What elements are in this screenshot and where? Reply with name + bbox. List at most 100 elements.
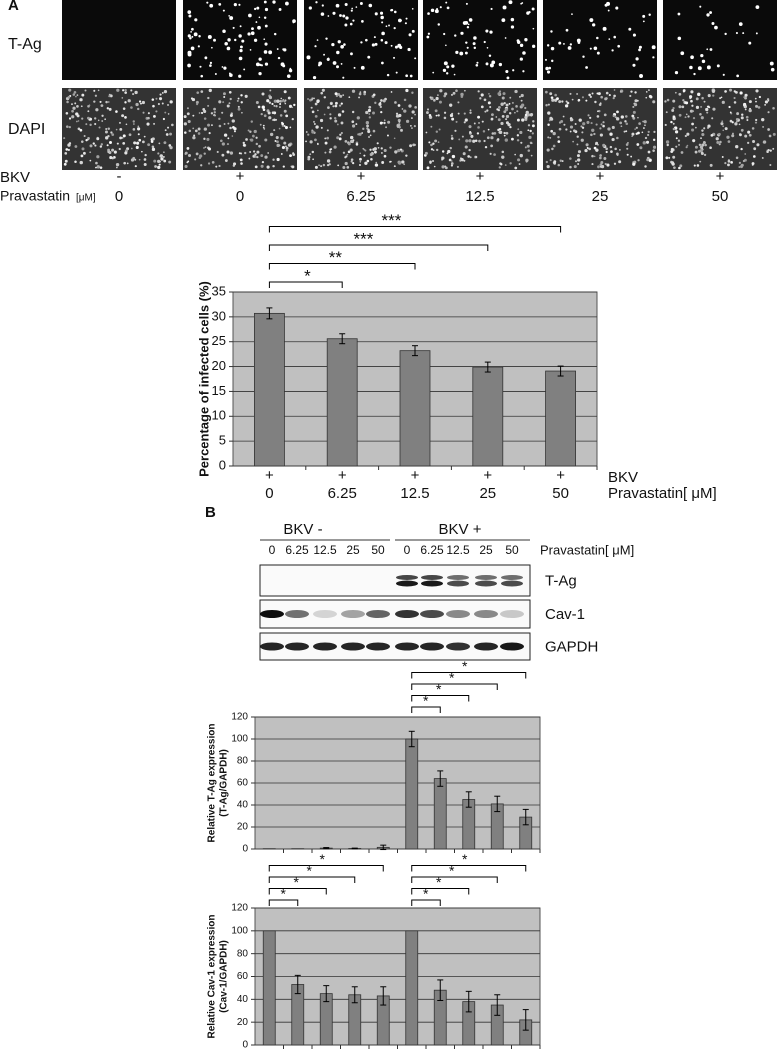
nucleus (188, 154, 191, 158)
nucleus (264, 155, 268, 159)
nucleus (96, 155, 100, 159)
nucleus (464, 145, 468, 149)
nucleus (772, 147, 775, 150)
nucleus (130, 158, 135, 162)
nucleus (527, 129, 530, 132)
cell (331, 43, 335, 47)
y-tick-label: 60 (237, 971, 249, 982)
lane-label: 12.5 (313, 543, 337, 557)
nucleus (460, 157, 462, 160)
nucleus (689, 109, 694, 113)
cell (593, 46, 598, 51)
nucleus (311, 97, 314, 100)
nucleus (244, 151, 247, 155)
nucleus (611, 125, 615, 129)
nucleus (374, 101, 377, 104)
nucleus (282, 165, 285, 168)
nucleus (398, 121, 401, 123)
cell (379, 11, 384, 15)
nucleus (576, 143, 579, 146)
band (366, 610, 390, 618)
nucleus (637, 116, 639, 119)
cell (278, 8, 282, 11)
cell (677, 12, 681, 16)
nucleus (501, 155, 505, 159)
nucleus (218, 124, 222, 128)
nucleus (502, 92, 506, 96)
nucleus (218, 117, 221, 121)
nucleus (454, 129, 457, 132)
nucleus (233, 162, 237, 166)
nucleus (218, 164, 221, 168)
nucleus (94, 94, 98, 97)
bkv-sign: - (117, 168, 122, 185)
nucleus (95, 161, 98, 165)
nucleus (729, 119, 733, 123)
nucleus (323, 113, 326, 116)
nucleus (764, 100, 768, 104)
error-bar (323, 847, 330, 850)
cell (411, 29, 415, 33)
nucleus (97, 119, 100, 122)
nucleus (89, 151, 92, 154)
band (447, 575, 469, 580)
nucleus (619, 149, 621, 151)
cell (209, 64, 212, 67)
cell (282, 64, 286, 68)
cell (528, 10, 531, 14)
band (285, 610, 309, 618)
nucleus (80, 105, 83, 108)
nucleus (703, 127, 706, 130)
nucleus (134, 158, 137, 161)
cell (532, 44, 536, 48)
nucleus (222, 92, 226, 96)
nucleus (740, 116, 744, 120)
cell (368, 3, 373, 8)
micrograph (304, 0, 418, 80)
cell (268, 50, 273, 55)
nucleus (587, 114, 590, 117)
nucleus (368, 113, 371, 115)
y-tick-label: 120 (231, 712, 248, 723)
nucleus (359, 157, 362, 161)
nucleus (514, 153, 516, 156)
nucleus (132, 93, 135, 96)
nucleus (365, 121, 370, 125)
nucleus (380, 110, 383, 114)
nucleus (292, 153, 296, 157)
cell (615, 6, 619, 10)
nucleus (73, 91, 77, 94)
cell (194, 18, 198, 22)
nucleus (279, 103, 282, 105)
nucleus (753, 155, 756, 158)
y-tick-label: 100 (231, 925, 248, 936)
nucleus (728, 105, 731, 109)
bkv-sign: + (338, 467, 347, 484)
nucleus (547, 136, 550, 139)
nucleus (634, 128, 636, 130)
nucleus (730, 161, 733, 164)
nucleus (643, 127, 645, 130)
nucleus (438, 128, 441, 131)
nucleus (401, 160, 405, 164)
nucleus (405, 154, 408, 157)
nucleus (487, 128, 490, 131)
nucleus (767, 149, 770, 152)
nucleus (335, 94, 339, 98)
cell (273, 32, 277, 36)
nucleus (629, 94, 632, 98)
cell (228, 14, 230, 17)
cell (264, 7, 269, 12)
nucleus (519, 153, 523, 158)
cell (558, 41, 562, 45)
nucleus (394, 150, 398, 154)
nucleus (227, 137, 230, 140)
panel-label: B (205, 504, 216, 521)
nucleus (695, 126, 697, 129)
nucleus (121, 97, 124, 99)
nucleus (183, 122, 187, 126)
nucleus (157, 165, 161, 170)
band (396, 575, 418, 580)
significance-bracket (411, 888, 470, 895)
